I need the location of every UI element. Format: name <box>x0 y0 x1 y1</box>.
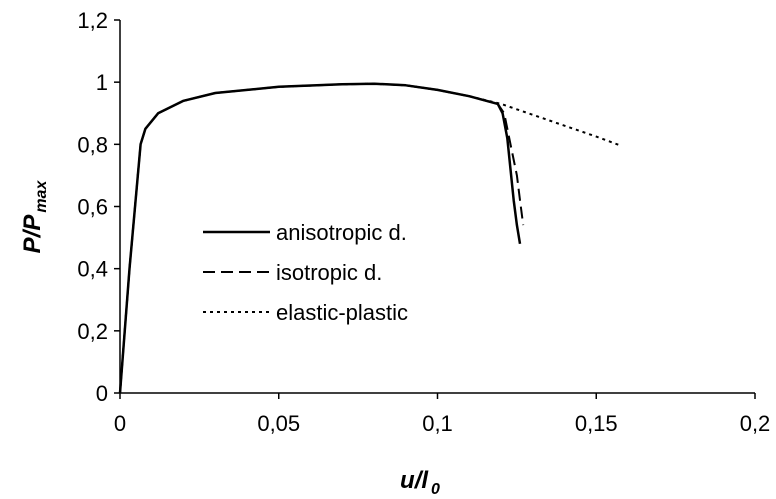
y-axis-title: P/Pmax <box>19 180 50 254</box>
x-axis-title-subscript: 0 <box>431 481 440 498</box>
legend: anisotropic d. isotropic d. elastic-plasti… <box>203 220 408 325</box>
y-tick-label: 0,6 <box>77 195 108 220</box>
x-tick-label: 0 <box>114 411 126 436</box>
legend-label: elastic-plastic <box>276 300 408 325</box>
x-axis-ticks: 0 0,05 0,1 0,15 0,2 <box>114 393 770 436</box>
y-axis-ticks: 0 0,2 0,4 0,6 0,8 1 1,2 <box>77 8 120 406</box>
y-axis-title-subscript: max <box>33 180 50 213</box>
x-axis-title: u/l 0 <box>400 467 440 498</box>
y-tick-label: 0,8 <box>77 132 108 157</box>
x-tick-label: 0,15 <box>575 411 618 436</box>
legend-label: anisotropic d. <box>276 220 407 245</box>
x-tick-label: 0,1 <box>422 411 453 436</box>
series-line-solid <box>118 82 522 394</box>
legend-label: isotropic d. <box>276 260 382 285</box>
y-tick-label: 1 <box>96 70 108 95</box>
y-axis-title-main: P/P <box>19 214 46 254</box>
y-tick-label: 0,2 <box>77 319 108 344</box>
y-tick-label: 1,2 <box>77 8 108 33</box>
series-lines <box>118 82 622 394</box>
x-tick-label: 0,2 <box>740 411 771 436</box>
x-axis-title-main: u/l <box>400 467 429 494</box>
x-tick-label: 0,05 <box>257 411 300 436</box>
y-tick-label: 0 <box>96 381 108 406</box>
y-tick-label: 0,4 <box>77 257 108 282</box>
